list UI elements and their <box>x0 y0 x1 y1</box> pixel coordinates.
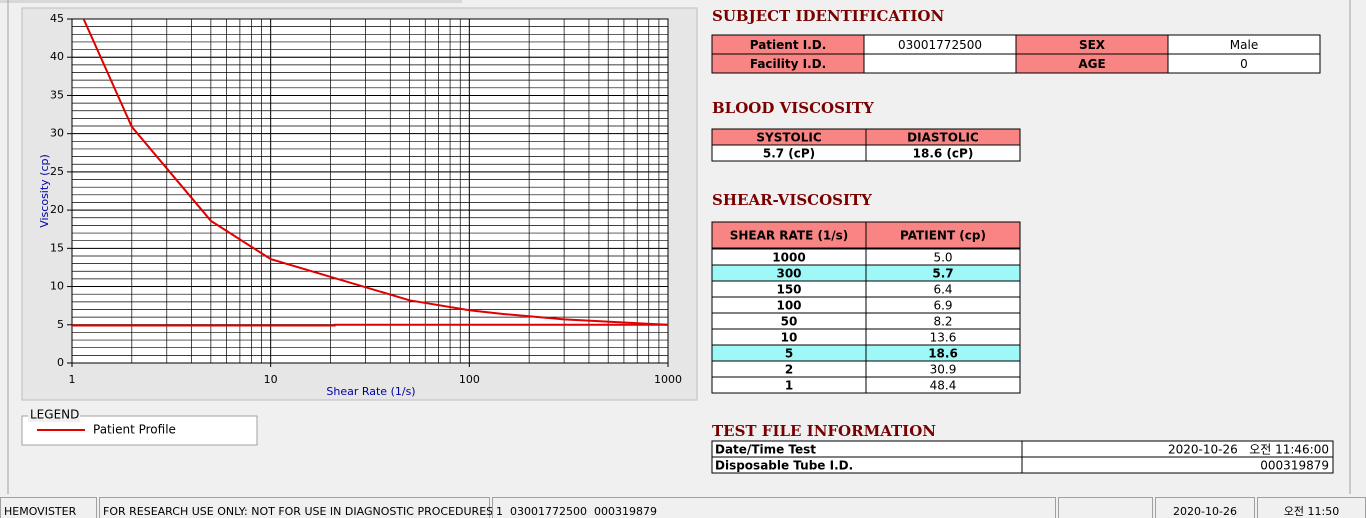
y-tick-label: 35 <box>50 88 64 101</box>
y-axis-label: Viscosity (cp) <box>38 154 51 228</box>
table-cell <box>865 376 1021 394</box>
cell-text: 30.9 <box>930 363 957 377</box>
cell-text: 1 <box>785 379 793 393</box>
y-tick-label: 15 <box>50 241 64 254</box>
x-tick-label: 1 <box>69 373 76 386</box>
cell-text: 6.4 <box>933 283 952 297</box>
cell-text: SYSTOLIC <box>756 131 821 145</box>
status-bar <box>0 495 1366 518</box>
table-cell <box>1021 456 1334 474</box>
x-tick-label: 10 <box>264 373 278 386</box>
x-axis-label: Shear Rate (1/s) <box>326 385 415 398</box>
x-tick-label: 1000 <box>654 373 682 386</box>
table-cell <box>865 221 1021 249</box>
table-cell <box>863 53 1017 74</box>
cell-text: 100 <box>776 299 801 313</box>
cell-text: 1000 <box>772 251 805 265</box>
table-cell <box>865 144 1021 162</box>
section-title: TEST FILE INFORMATION <box>712 422 936 440</box>
cell-text: SHEAR RATE (1/s) <box>730 229 849 243</box>
plot-area <box>71 18 669 364</box>
status-text: 1 03001772500 000319879 <box>496 505 657 518</box>
cell-text: 18.6 (cP) <box>913 147 974 161</box>
cell-text: SEX <box>1079 38 1106 52</box>
cell-text: 10 <box>781 331 798 345</box>
cell-text: 5.7 <box>932 267 953 281</box>
cell-text: 03001772500 <box>898 38 982 52</box>
cell-text: Patient I.D. <box>750 38 827 52</box>
cell-text: 5.0 <box>933 251 952 265</box>
y-tick-label: 30 <box>50 127 64 140</box>
y-tick-label: 20 <box>50 203 64 216</box>
status-segment <box>0 497 97 518</box>
status-text: HEMOVISTER <box>4 505 77 518</box>
status-segment <box>1058 497 1153 518</box>
series-line <box>72 323 668 327</box>
cell-text: Male <box>1230 38 1258 52</box>
cell-text: Disposable Tube I.D. <box>715 459 853 473</box>
cell-text: DIASTOLIC <box>907 131 979 145</box>
cell-text: Date/Time Test <box>715 443 816 457</box>
y-tick-label: 25 <box>50 165 64 178</box>
cell-text: 48.4 <box>930 379 957 393</box>
y-tick-label: 40 <box>50 50 64 63</box>
y-tick-label: 5 <box>57 318 64 331</box>
x-tick-label: 100 <box>459 373 480 386</box>
section-title: BLOOD VISCOSITY <box>712 99 874 117</box>
cell-text: 0 <box>1240 57 1248 71</box>
status-text: 2020-10-26 <box>1173 505 1237 518</box>
cell-text: 8.2 <box>933 315 952 329</box>
status-segment <box>492 497 1056 518</box>
legend-label: Patient Profile <box>93 423 176 437</box>
series-line <box>82 19 668 326</box>
cell-text: 50 <box>781 315 798 329</box>
cell-text: 13.6 <box>930 331 957 345</box>
cell-text: 5.7 (cP) <box>763 147 815 161</box>
cell-text: 300 <box>776 267 801 281</box>
section-title: SUBJECT IDENTIFICATION <box>712 7 944 25</box>
cell-text: AGE <box>1078 57 1105 71</box>
cell-text: 2 <box>785 363 793 377</box>
cell-text: PATIENT (cp) <box>900 229 986 243</box>
y-tick-label: 0 <box>57 356 64 369</box>
legend-title: LEGEND <box>30 408 79 422</box>
status-text: 오전 11:50 <box>1284 505 1339 518</box>
status-segment <box>99 497 490 518</box>
y-tick-label: 10 <box>50 280 64 293</box>
section-title: SHEAR-VISCOSITY <box>712 191 872 209</box>
cell-text: 6.9 <box>933 299 952 313</box>
status-segment <box>1155 497 1255 518</box>
top-bar <box>0 0 462 3</box>
y-tick-label: 45 <box>50 12 64 25</box>
cell-text: 150 <box>776 283 801 297</box>
cell-text: Facility I.D. <box>750 57 826 71</box>
cell-text: 2020-10-26 오전 11:46:00 <box>1168 443 1329 457</box>
legend-title-bg <box>28 409 80 422</box>
table-cell <box>1167 53 1321 74</box>
cell-text: 18.6 <box>928 347 958 361</box>
cell-text: 5 <box>785 347 793 361</box>
table-cell <box>711 221 867 249</box>
status-text: FOR RESEARCH USE ONLY: NOT FOR USE IN DI… <box>103 505 493 518</box>
cell-text: 000319879 <box>1260 459 1329 473</box>
